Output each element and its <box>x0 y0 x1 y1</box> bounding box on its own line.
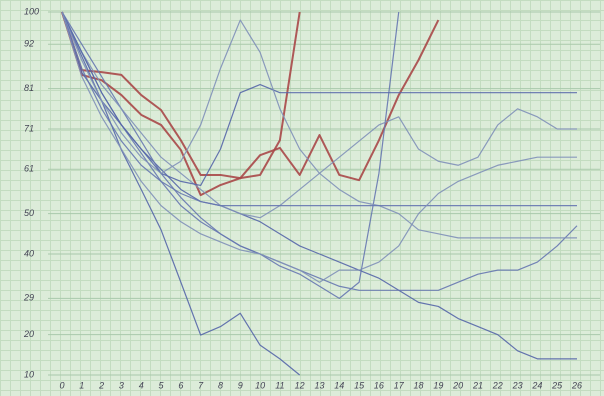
x-tick-label: 26 <box>571 380 582 390</box>
y-tick-label: 81 <box>24 83 34 93</box>
y-tick-label: 71 <box>24 123 34 133</box>
x-tick-label: 24 <box>531 380 542 390</box>
y-tick-label: 100 <box>24 6 39 16</box>
x-tick-label: 1 <box>79 380 84 390</box>
x-tick-label: 25 <box>551 380 563 390</box>
chart: 1009281716150402920100123456789101112131… <box>0 0 604 396</box>
series-line <box>62 12 577 185</box>
x-tick-label: 4 <box>139 380 144 390</box>
x-tick-label: 17 <box>394 380 405 390</box>
y-tick-label: 92 <box>24 39 34 49</box>
x-tick-label: 3 <box>119 380 124 390</box>
series-line <box>62 12 399 298</box>
x-tick-label: 12 <box>295 380 305 390</box>
x-tick-label: 6 <box>178 380 183 390</box>
y-tick-label: 61 <box>24 164 34 174</box>
y-tick-label: 29 <box>23 293 34 303</box>
x-tick-label: 8 <box>218 380 223 390</box>
series-line <box>62 12 577 238</box>
x-tick-label: 14 <box>334 380 344 390</box>
x-tick-label: 2 <box>98 380 104 390</box>
page: 1009281716150402920100123456789101112131… <box>0 0 604 396</box>
series-line <box>62 12 577 206</box>
x-tick-label: 11 <box>275 380 284 390</box>
x-tick-label: 16 <box>374 380 384 390</box>
x-tick-label: 23 <box>512 380 523 390</box>
x-tick-label: 15 <box>354 380 365 390</box>
y-tick-label: 10 <box>24 369 34 379</box>
x-tick-label: 22 <box>492 380 503 390</box>
y-tick-label: 50 <box>24 208 34 218</box>
y-tick-label: 40 <box>24 248 34 258</box>
x-tick-label: 9 <box>238 380 243 390</box>
x-tick-label: 20 <box>452 380 463 390</box>
x-tick-label: 21 <box>472 380 483 390</box>
x-tick-label: 18 <box>414 380 424 390</box>
y-tick-label: 20 <box>23 329 34 339</box>
x-tick-label: 10 <box>255 380 265 390</box>
x-tick-label: 13 <box>314 380 324 390</box>
x-tick-label: 0 <box>59 380 64 390</box>
x-tick-label: 5 <box>159 380 165 390</box>
x-tick-label: 7 <box>198 380 204 390</box>
x-tick-label: 19 <box>433 380 443 390</box>
